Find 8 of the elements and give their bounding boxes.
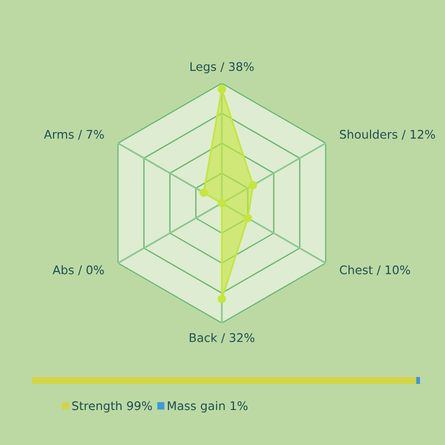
series-label: Strength 99% [72,401,152,412]
legend-label: Mass gain 1% [168,401,248,412]
spoke-label: Chest / 10% [340,265,410,276]
spoke-label: Abs / 0% [52,265,104,276]
spoke-label: Arms / 7% [44,130,104,140]
spoke-label: Back / 32% [190,332,254,344]
spoke-label: Legs / 38% [190,62,254,74]
spoke-label: Shoulders / 12% [340,130,435,140]
